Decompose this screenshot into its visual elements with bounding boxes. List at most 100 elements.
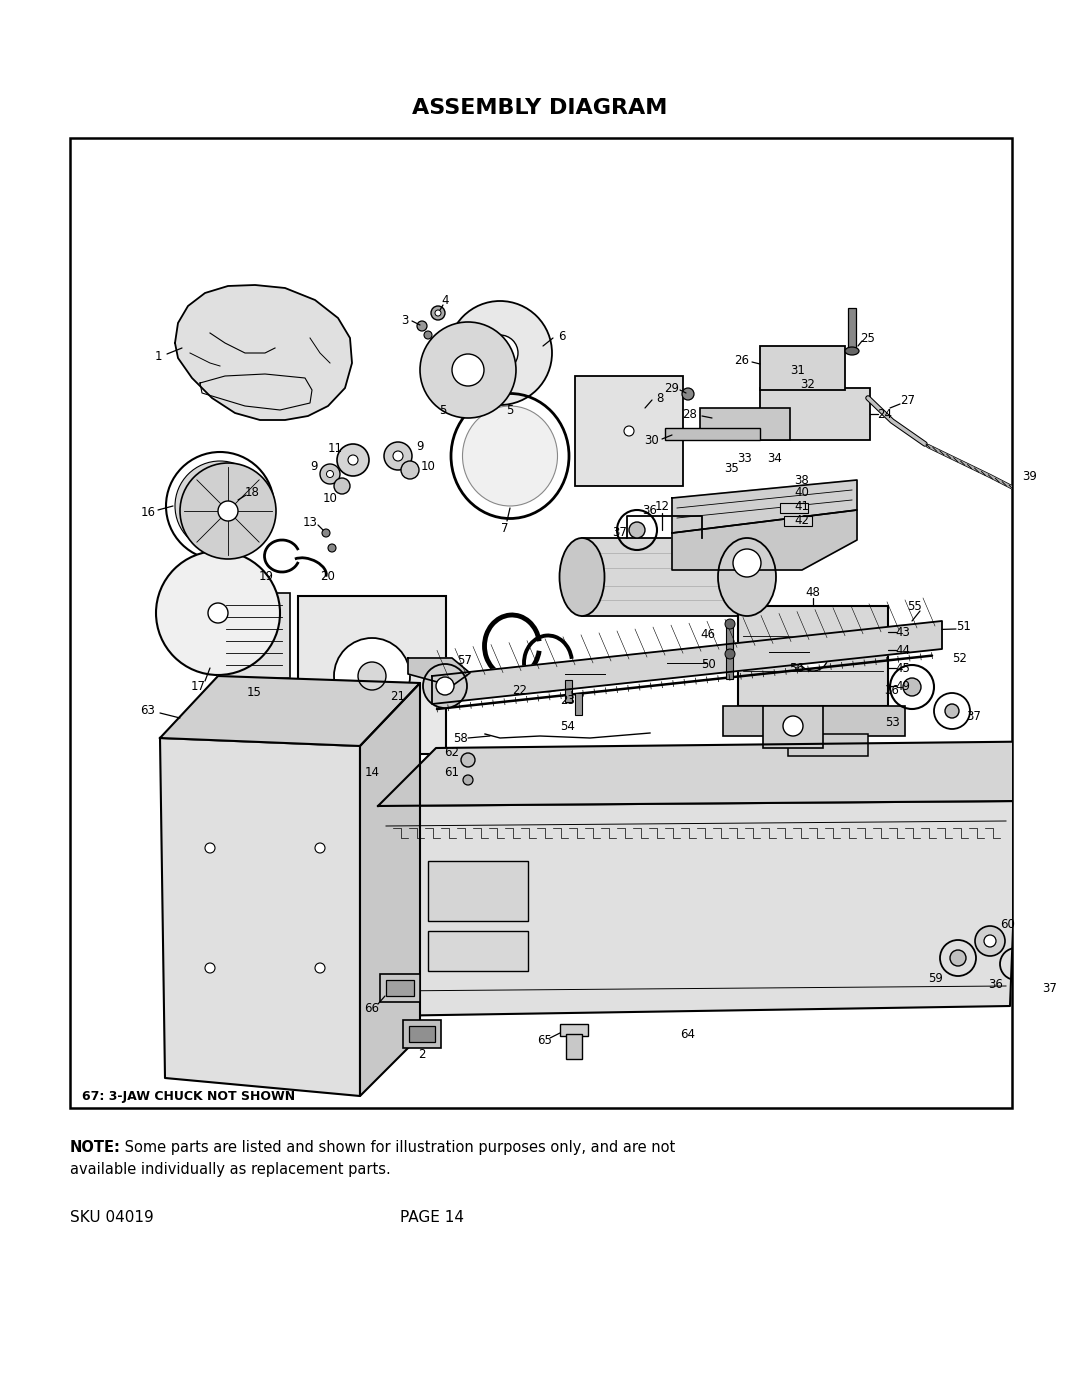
Circle shape [448, 300, 552, 405]
Bar [566, 1034, 582, 1059]
Bar [582, 538, 747, 616]
Text: 53: 53 [885, 715, 900, 728]
Text: 39: 39 [1023, 469, 1038, 482]
Bar [218, 592, 291, 678]
Text: 3: 3 [402, 313, 408, 327]
Circle shape [624, 426, 634, 436]
Text: 51: 51 [957, 620, 971, 633]
Circle shape [798, 641, 828, 671]
Circle shape [164, 559, 272, 666]
Bar [298, 597, 446, 754]
Circle shape [725, 619, 735, 629]
Text: 17: 17 [190, 679, 205, 693]
Bar [760, 346, 845, 390]
Text: 57: 57 [458, 654, 472, 666]
Bar [70, 138, 1012, 1108]
Circle shape [950, 950, 966, 965]
Text: 8: 8 [657, 391, 664, 405]
Bar [380, 974, 420, 1002]
Text: 23: 23 [561, 693, 576, 707]
Ellipse shape [559, 538, 605, 616]
Circle shape [424, 331, 432, 339]
Polygon shape [672, 510, 858, 570]
Text: 26: 26 [734, 355, 750, 367]
Text: 45: 45 [895, 662, 910, 675]
Circle shape [629, 522, 645, 538]
Text: 10: 10 [323, 492, 337, 504]
Circle shape [205, 842, 215, 854]
Polygon shape [432, 622, 942, 704]
Circle shape [401, 461, 419, 479]
Text: 64: 64 [680, 1028, 696, 1041]
Bar [565, 680, 572, 703]
Text: SKU 04019: SKU 04019 [70, 1210, 153, 1225]
Text: available individually as replacement parts.: available individually as replacement pa… [70, 1162, 391, 1178]
Text: 60: 60 [1000, 918, 1015, 930]
Bar [700, 408, 789, 440]
Text: 22: 22 [513, 683, 527, 697]
Text: 37: 37 [1042, 982, 1057, 995]
Polygon shape [1018, 740, 1078, 1006]
Text: 50: 50 [701, 658, 715, 671]
Text: 36: 36 [988, 978, 1003, 990]
Text: 40: 40 [795, 486, 809, 500]
Ellipse shape [462, 407, 557, 506]
Text: 36: 36 [643, 503, 658, 517]
Text: 11: 11 [327, 441, 342, 454]
Text: 48: 48 [806, 585, 821, 598]
Text: 58: 58 [453, 732, 468, 745]
Text: 21: 21 [391, 690, 405, 703]
Circle shape [975, 926, 1005, 956]
Polygon shape [160, 738, 360, 1097]
Text: 30: 30 [645, 434, 660, 447]
Circle shape [384, 441, 411, 469]
Bar [428, 930, 528, 971]
Circle shape [453, 353, 484, 386]
Circle shape [180, 462, 276, 559]
Text: 63: 63 [140, 704, 156, 717]
Circle shape [436, 678, 454, 694]
Text: 20: 20 [321, 570, 336, 583]
Text: 36: 36 [885, 685, 900, 697]
Bar [784, 515, 812, 527]
Text: 55: 55 [906, 599, 921, 612]
Polygon shape [378, 800, 1018, 1016]
Text: 9: 9 [310, 460, 318, 472]
Circle shape [482, 335, 518, 372]
Text: 1: 1 [154, 349, 162, 362]
Text: 25: 25 [861, 331, 876, 345]
Circle shape [733, 549, 761, 577]
Circle shape [348, 455, 357, 465]
Circle shape [315, 842, 325, 854]
Circle shape [322, 529, 330, 536]
Text: 4: 4 [442, 293, 449, 306]
Circle shape [420, 321, 516, 418]
Text: NOTE:: NOTE: [70, 1140, 121, 1155]
Circle shape [903, 678, 921, 696]
Polygon shape [175, 285, 352, 420]
Text: 56: 56 [789, 662, 805, 676]
Text: 46: 46 [701, 627, 715, 640]
Text: 66: 66 [365, 1002, 379, 1014]
Bar [738, 606, 888, 705]
Text: 42: 42 [795, 514, 810, 527]
Circle shape [681, 388, 694, 400]
Polygon shape [160, 676, 420, 746]
Circle shape [334, 638, 410, 714]
Bar [762, 705, 823, 747]
Circle shape [783, 717, 804, 736]
Text: 12: 12 [654, 500, 670, 513]
Bar [760, 388, 870, 440]
Ellipse shape [845, 346, 859, 355]
Bar [788, 733, 868, 756]
Text: 2: 2 [418, 1048, 426, 1060]
Bar [403, 1020, 441, 1048]
Bar [575, 376, 683, 486]
Text: 5: 5 [440, 404, 447, 416]
Circle shape [337, 444, 369, 476]
Circle shape [417, 321, 427, 331]
Circle shape [423, 664, 467, 708]
Text: 29: 29 [664, 381, 679, 394]
Circle shape [463, 775, 473, 785]
Text: 5: 5 [507, 404, 514, 416]
